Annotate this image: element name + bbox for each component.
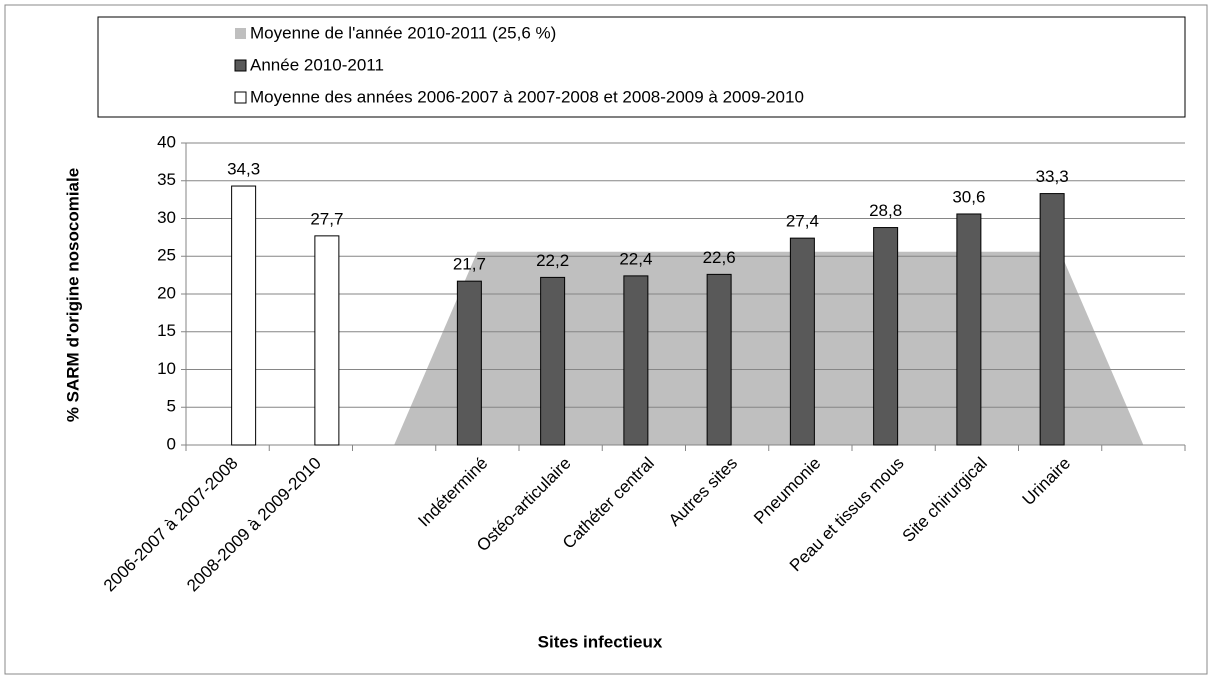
- y-tick-label: 25: [157, 246, 176, 265]
- bar: [623, 275, 649, 446]
- bar: [706, 273, 732, 446]
- data-label: 27,7: [310, 209, 343, 228]
- bar: [540, 276, 566, 446]
- data-label: 27,4: [786, 212, 819, 231]
- y-tick-label: 40: [157, 132, 176, 151]
- legend-marker: [234, 59, 247, 72]
- legend: [97, 16, 1186, 118]
- y-tick-label: 10: [157, 359, 176, 378]
- data-label: 22,6: [703, 248, 736, 267]
- y-tick-label: 15: [157, 321, 176, 340]
- bar: [314, 235, 340, 446]
- bar: [956, 213, 982, 446]
- y-axis-title: % SARM d'origine nosocomiale: [63, 168, 82, 422]
- data-label: 30,6: [952, 187, 985, 206]
- data-label: 22,2: [536, 251, 569, 270]
- bar: [231, 185, 257, 446]
- data-label: 22,4: [619, 249, 652, 268]
- legend-label: Moyenne des années 2006-2007 à 2007-2008…: [250, 87, 804, 106]
- bar: [789, 237, 815, 446]
- data-label: 28,8: [869, 201, 902, 220]
- bar: [1039, 193, 1065, 446]
- legend-label: Année 2010-2011: [250, 55, 384, 74]
- y-tick-label: 0: [167, 434, 176, 453]
- data-label: 34,3: [227, 160, 260, 179]
- bar: [873, 227, 899, 446]
- data-label: 33,3: [1036, 167, 1069, 186]
- legend-label: Moyenne de l'année 2010-2011 (25,6 %): [250, 23, 556, 42]
- y-tick-label: 20: [157, 283, 176, 302]
- x-axis-title: Sites infectieux: [538, 632, 663, 651]
- data-label: 21,7: [453, 255, 486, 274]
- area: [394, 251, 1144, 445]
- y-tick-label: 5: [167, 397, 176, 416]
- y-tick-label: 30: [157, 208, 176, 227]
- legend-marker: [235, 28, 246, 39]
- bar: [456, 280, 482, 446]
- legend-marker: [234, 91, 247, 104]
- y-tick-label: 35: [157, 170, 176, 189]
